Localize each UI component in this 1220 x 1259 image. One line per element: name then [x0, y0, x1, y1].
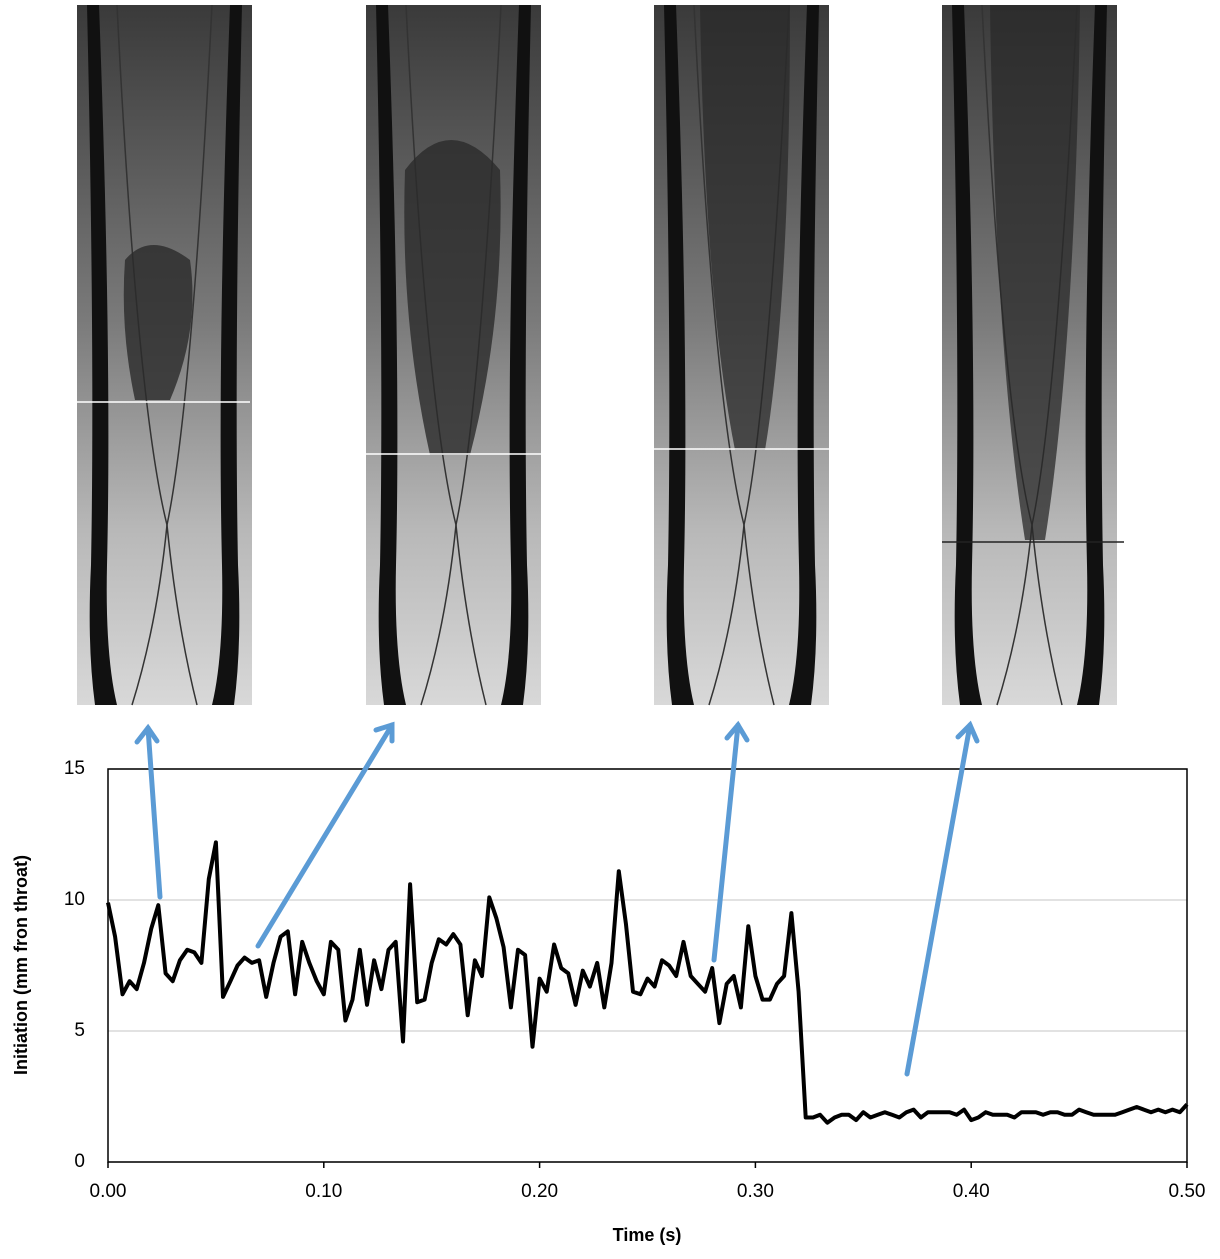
- plot-frame: [107, 768, 1188, 1163]
- y-tick-label: 15: [64, 758, 85, 779]
- x-tick-label: 0.40: [953, 1181, 990, 1202]
- x-tick-label: 0.30: [737, 1181, 774, 1202]
- y-axis-title: Initiation (mm fron throat): [11, 855, 31, 1075]
- x-tick-label: 0.50: [1169, 1181, 1206, 1202]
- y-tick-label: 10: [64, 889, 85, 910]
- x-tick-label: 0.00: [90, 1181, 127, 1202]
- y-tick-label: 0: [74, 1151, 85, 1172]
- photo-panels: [76, 4, 1124, 706]
- x-axis-title: Time (s): [613, 1225, 682, 1245]
- arrows: [134, 720, 980, 1077]
- data-line: [106, 840, 1189, 1125]
- y-tick-label: 5: [74, 1020, 85, 1041]
- x-tick-label: 0.20: [521, 1181, 558, 1202]
- plot: 0 5 10 15 0.00 0.10 0.20 0.30 0.40 0.50: [64, 758, 1206, 1202]
- x-tick-label: 0.10: [305, 1181, 342, 1202]
